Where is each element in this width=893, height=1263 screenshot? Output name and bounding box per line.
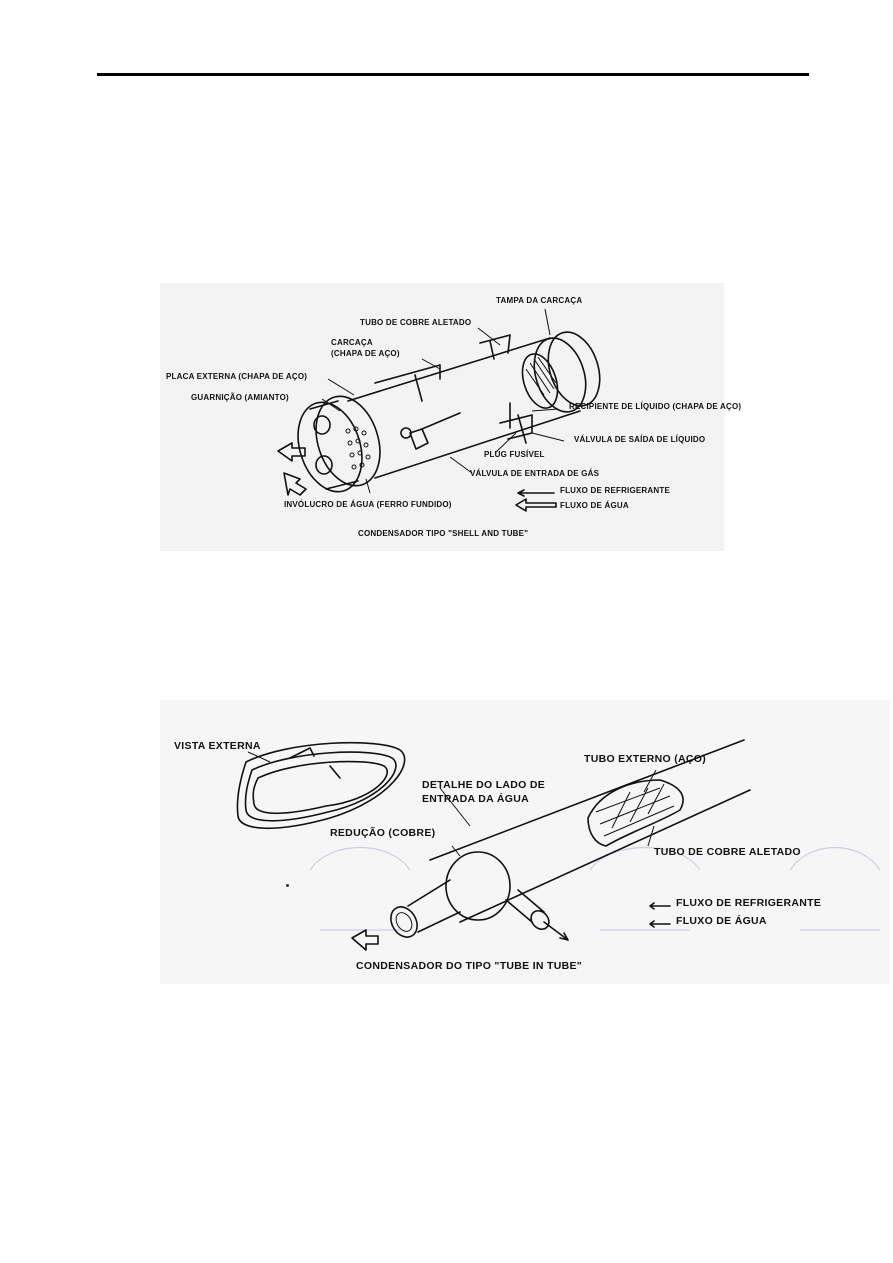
label-guarnicao: GUARNIÇÃO (AMIANTO) xyxy=(191,393,289,402)
legend-fluxo-agua: FLUXO DE ÁGUA xyxy=(676,915,767,927)
label-valvula-saida: VÁLVULA DE SAÍDA DE LÍQUIDO xyxy=(574,435,706,444)
tube-in-tube-drawing xyxy=(236,739,881,951)
shell-and-tube-drawing xyxy=(277,308,601,512)
legend-fluxo-refrigerante: FLUXO DE REFRIGERANTE xyxy=(676,897,822,909)
label-placa-externa: PLACA EXTERNA (CHAPA DE AÇO) xyxy=(166,372,308,381)
label-tubo-externo: TUBO EXTERNO (AÇO) xyxy=(584,753,707,765)
label-vista-externa: VISTA EXTERNA xyxy=(174,740,261,752)
legend-fluxo-agua: FLUXO DE ÁGUA xyxy=(560,501,629,510)
label-plug-fusivel: PLUG FUSÍVEL xyxy=(484,450,545,459)
label-tampa-carcaca: TAMPA DA CARCAÇA xyxy=(496,296,583,305)
label-detalhe-lado: DETALHE DO LADO DE xyxy=(422,779,546,791)
tube-in-tube-figure: VISTA EXTERNA TUBO EXTERNO (AÇO) DETALHE… xyxy=(160,700,890,984)
caption-tube-in-tube: CONDENSADOR DO TIPO "TUBE IN TUBE" xyxy=(356,960,583,972)
label-involucro-agua: INVÓLUCRO DE ÁGUA (FERRO FUNDIDO) xyxy=(284,500,452,509)
label-carcaca: CARCAÇA xyxy=(331,338,373,347)
label-carcaca-material: (CHAPA DE AÇO) xyxy=(331,349,400,358)
label-valvula-entrada: VÁLVULA DE ENTRADA DE GÁS xyxy=(470,469,600,478)
label-tubo-cobre-aletado: TUBO DE COBRE ALETADO xyxy=(654,846,801,858)
header-rule xyxy=(97,73,809,76)
shell-and-tube-figure: TAMPA DA CARCAÇA TUBO DE COBRE ALETADO C… xyxy=(160,283,741,551)
label-tubo-cobre-aletado: TUBO DE COBRE ALETADO xyxy=(360,318,472,327)
legend-fluxo-refrigerante: FLUXO DE REFRIGERANTE xyxy=(560,486,670,495)
caption-shell-and-tube: CONDENSADOR TIPO "SHELL AND TUBE" xyxy=(358,529,529,538)
label-entrada-agua: ENTRADA DA ÁGUA xyxy=(422,793,529,805)
speck xyxy=(286,884,289,887)
label-recipiente-liquido: RECIPIENTE DE LÍQUIDO (CHAPA DE AÇO) xyxy=(569,402,742,411)
label-reducao: REDUÇÃO (COBRE) xyxy=(330,827,436,839)
